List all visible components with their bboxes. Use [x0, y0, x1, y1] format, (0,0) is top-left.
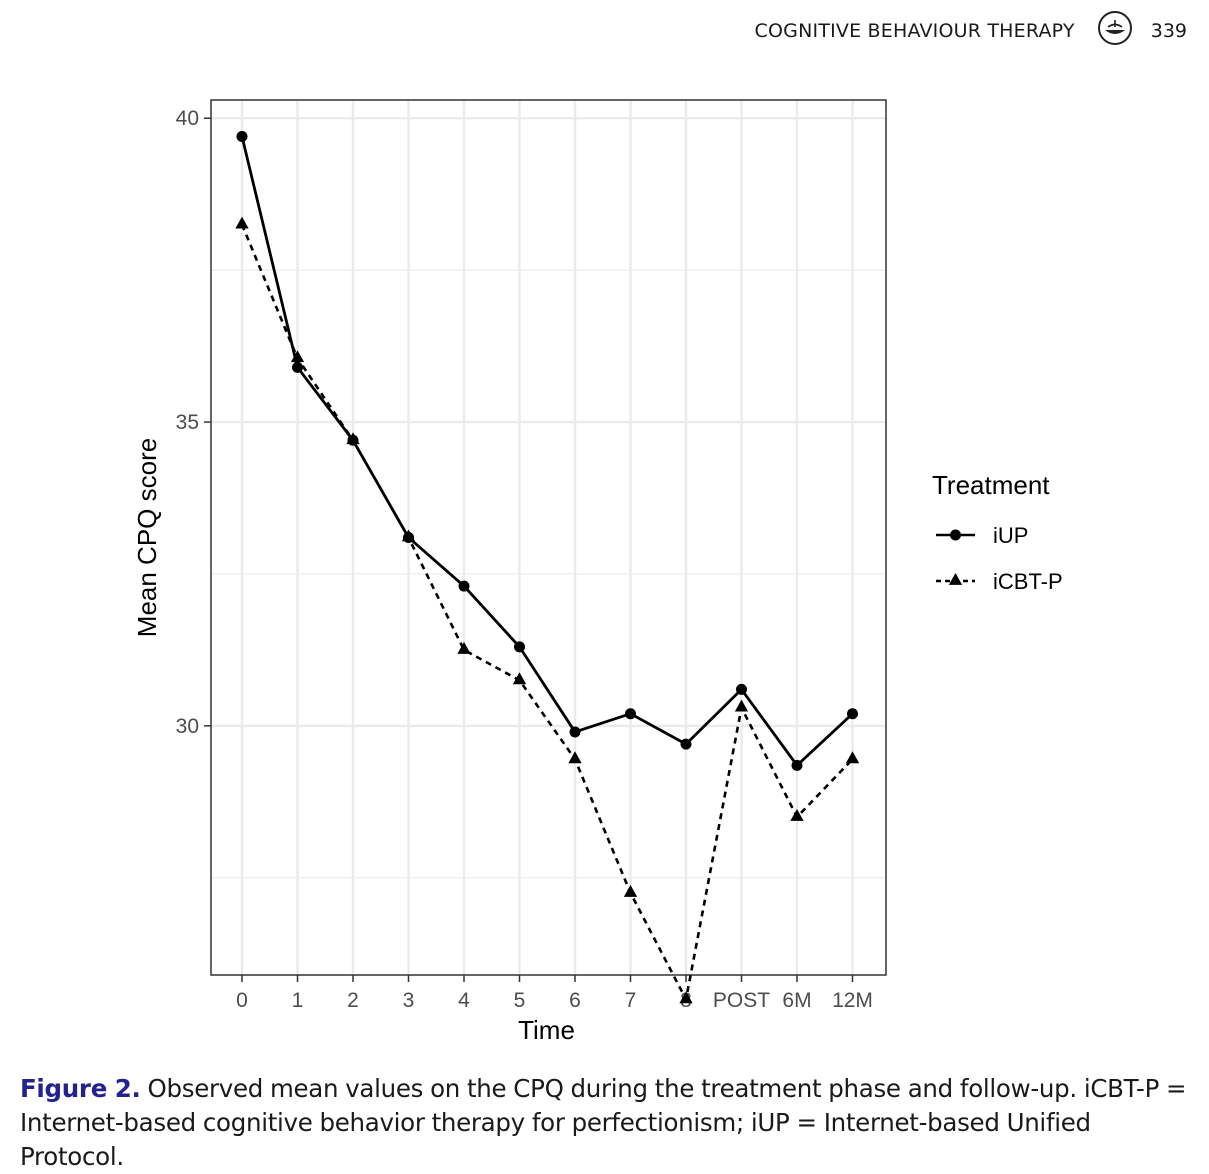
- series-line-iCBT-P: [240, 224, 854, 1001]
- data-point-iCBT-P: [623, 884, 638, 897]
- legend: Treatment iUP iCBT-P: [932, 470, 1063, 594]
- y-tick-label: 40: [176, 107, 199, 130]
- data-point-iCBT-P: [568, 751, 582, 764]
- data-point-iCBT-P: [512, 672, 527, 685]
- x-tick-label: 3: [403, 989, 415, 1012]
- legend-key-iCBT-P: [948, 573, 963, 585]
- data-point-iCBT-P: [346, 432, 360, 445]
- x-tick-label: 6M: [782, 989, 811, 1012]
- series-iCBT-P: [235, 216, 860, 1004]
- page-number: 339: [1150, 19, 1187, 42]
- data-point-iCBT-P: [790, 809, 804, 821]
- x-tick-label: 4: [458, 989, 470, 1012]
- x-tick-label: 5: [514, 989, 526, 1012]
- grid-lines: [211, 100, 886, 975]
- data-point-iUP: [569, 726, 581, 738]
- data-point-iUP: [736, 683, 747, 695]
- x-axis-title: Time: [518, 1015, 575, 1045]
- legend-label: iUP: [993, 523, 1028, 548]
- line-chart: 303540012345678POST6M12M Time Mean CPQ s…: [132, 99, 1063, 1045]
- data-point-iUP: [236, 130, 248, 142]
- data-point-iUP: [514, 641, 525, 653]
- panel-border: [210, 99, 887, 976]
- data-point-iCBT-P: [290, 350, 305, 363]
- publisher-logo-icon: [1097, 10, 1133, 51]
- legend-item-iCBT-P: iCBT-P: [936, 569, 1063, 594]
- legend-title: Treatment: [932, 470, 1050, 500]
- legend-label: iCBT-P: [993, 569, 1063, 594]
- x-tick-label: 1: [292, 989, 304, 1012]
- data-point-iCBT-P: [845, 751, 860, 764]
- x-tick-label: 6: [569, 989, 581, 1012]
- data-point-iUP: [791, 759, 803, 771]
- data-point-iCBT-P: [401, 529, 416, 542]
- x-tick-label: 12M: [832, 989, 873, 1012]
- data-point-iUP: [458, 580, 470, 592]
- data-point-iUP: [625, 708, 636, 720]
- series-iUP: [236, 130, 858, 771]
- data-point-iUP: [847, 708, 858, 720]
- data-point-iUP: [680, 738, 692, 750]
- data-point-iUP: [292, 361, 303, 373]
- legend-key-iUP: [950, 529, 961, 541]
- figure-label: Figure 2.: [20, 1074, 141, 1103]
- series-line-iUP: [240, 136, 854, 767]
- x-tick-label: 0: [236, 989, 248, 1012]
- journal-title: COGNITIVE BEHAVIOUR THERAPY: [754, 19, 1075, 42]
- data-point-iCBT-P: [457, 641, 471, 654]
- data-point-iCBT-P: [235, 216, 249, 229]
- data-point-iCBT-P: [734, 699, 749, 712]
- y-tick-label: 30: [176, 715, 199, 738]
- figure-caption: Figure 2. Observed mean values on the CP…: [20, 1072, 1190, 1174]
- x-tick-label: POST: [713, 989, 770, 1012]
- y-axis-title: Mean CPQ score: [132, 438, 162, 637]
- x-tick-label: 7: [625, 989, 637, 1012]
- series: [235, 130, 860, 1004]
- caption-text: Observed mean values on the CPQ during t…: [20, 1074, 1187, 1171]
- axes: 303540012345678POST6M12M: [176, 107, 873, 1012]
- x-tick-label: 2: [347, 989, 359, 1012]
- running-head: COGNITIVE BEHAVIOUR THERAPY 339: [755, 10, 1187, 51]
- legend-item-iUP: iUP: [936, 523, 1028, 548]
- y-tick-label: 35: [176, 411, 199, 434]
- data-point-iCBT-P: [679, 991, 693, 1004]
